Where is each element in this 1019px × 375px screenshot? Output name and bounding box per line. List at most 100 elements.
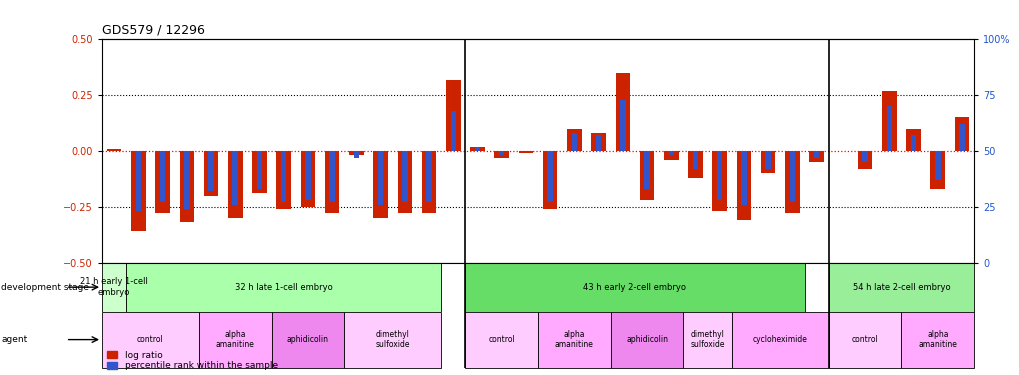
- Bar: [276, 151, 290, 209]
- Text: 54 h late 2-cell embryo: 54 h late 2-cell embryo: [852, 283, 950, 292]
- Bar: [716, 151, 721, 200]
- Bar: [102, 312, 199, 368]
- Bar: [426, 151, 431, 202]
- Bar: [518, 151, 533, 153]
- Bar: [741, 151, 746, 204]
- Bar: [901, 312, 973, 368]
- Bar: [373, 151, 387, 218]
- Bar: [910, 135, 915, 151]
- Bar: [344, 312, 440, 368]
- Bar: [827, 312, 901, 368]
- Bar: [450, 111, 455, 151]
- Bar: [620, 100, 625, 151]
- Bar: [102, 262, 126, 312]
- Bar: [614, 73, 630, 151]
- Bar: [881, 91, 896, 151]
- Bar: [813, 151, 818, 157]
- Bar: [474, 147, 480, 151]
- Bar: [688, 151, 702, 178]
- Bar: [257, 151, 262, 189]
- Bar: [538, 312, 610, 368]
- Bar: [401, 151, 408, 202]
- Bar: [131, 151, 146, 231]
- Bar: [731, 312, 827, 368]
- Bar: [711, 151, 727, 211]
- Bar: [736, 151, 750, 220]
- Bar: [954, 117, 968, 151]
- Bar: [155, 151, 169, 213]
- Bar: [377, 151, 383, 204]
- Bar: [760, 151, 774, 173]
- Text: development stage: development stage: [1, 283, 89, 292]
- Bar: [494, 151, 508, 157]
- Bar: [228, 151, 243, 218]
- Bar: [886, 106, 892, 151]
- Bar: [958, 124, 964, 151]
- Text: control: control: [137, 335, 164, 344]
- Text: control: control: [488, 335, 515, 344]
- Bar: [324, 151, 339, 213]
- Bar: [692, 151, 698, 169]
- Bar: [667, 151, 674, 156]
- Bar: [160, 151, 165, 202]
- Text: 32 h late 1-cell embryo: 32 h late 1-cell embryo: [234, 283, 332, 292]
- Bar: [567, 129, 581, 151]
- Bar: [542, 151, 557, 209]
- Bar: [252, 151, 267, 194]
- Bar: [204, 151, 218, 196]
- Bar: [329, 151, 334, 202]
- Bar: [591, 133, 605, 151]
- Bar: [764, 151, 770, 169]
- Bar: [445, 80, 460, 151]
- Bar: [547, 151, 552, 202]
- Text: GDS579 / 12296: GDS579 / 12296: [102, 24, 205, 37]
- Bar: [861, 151, 867, 162]
- Text: dimethyl
sulfoxide: dimethyl sulfoxide: [375, 330, 410, 349]
- Text: cycloheximide: cycloheximide: [752, 335, 807, 344]
- Bar: [595, 135, 601, 151]
- Bar: [199, 312, 271, 368]
- Bar: [348, 151, 363, 156]
- Text: alpha
amanitine: alpha amanitine: [554, 330, 593, 349]
- Bar: [644, 151, 649, 189]
- Bar: [785, 151, 799, 213]
- Bar: [639, 151, 654, 200]
- Bar: [107, 149, 121, 151]
- Text: alpha
amanitine: alpha amanitine: [917, 330, 956, 349]
- Text: alpha
amanitine: alpha amanitine: [216, 330, 255, 349]
- Text: 21 h early 1-cell
embryo: 21 h early 1-cell embryo: [81, 278, 148, 297]
- Text: 43 h early 2-cell embryo: 43 h early 2-cell embryo: [583, 283, 686, 292]
- Text: control: control: [851, 335, 877, 344]
- Bar: [465, 262, 804, 312]
- Bar: [470, 147, 484, 151]
- Bar: [929, 151, 945, 189]
- Bar: [126, 262, 441, 312]
- Bar: [906, 129, 920, 151]
- Bar: [208, 151, 214, 191]
- Bar: [827, 262, 973, 312]
- Bar: [397, 151, 412, 213]
- Bar: [271, 312, 344, 368]
- Bar: [663, 151, 678, 160]
- Bar: [465, 312, 538, 368]
- Text: aphidicolin: aphidicolin: [286, 335, 328, 344]
- Text: agent: agent: [1, 335, 28, 344]
- Bar: [179, 151, 194, 222]
- Bar: [354, 151, 359, 157]
- Text: dimethyl
sulfoxide: dimethyl sulfoxide: [690, 330, 725, 349]
- Bar: [498, 151, 504, 156]
- Bar: [232, 151, 237, 204]
- Bar: [305, 151, 311, 200]
- Bar: [610, 312, 683, 368]
- Bar: [422, 151, 436, 213]
- Bar: [683, 312, 732, 368]
- Bar: [857, 151, 871, 169]
- Bar: [136, 151, 141, 211]
- Text: aphidicolin: aphidicolin: [626, 335, 667, 344]
- Bar: [301, 151, 315, 207]
- Bar: [809, 151, 823, 162]
- Bar: [571, 133, 577, 151]
- Bar: [183, 151, 190, 209]
- Bar: [934, 151, 940, 180]
- Bar: [280, 151, 286, 202]
